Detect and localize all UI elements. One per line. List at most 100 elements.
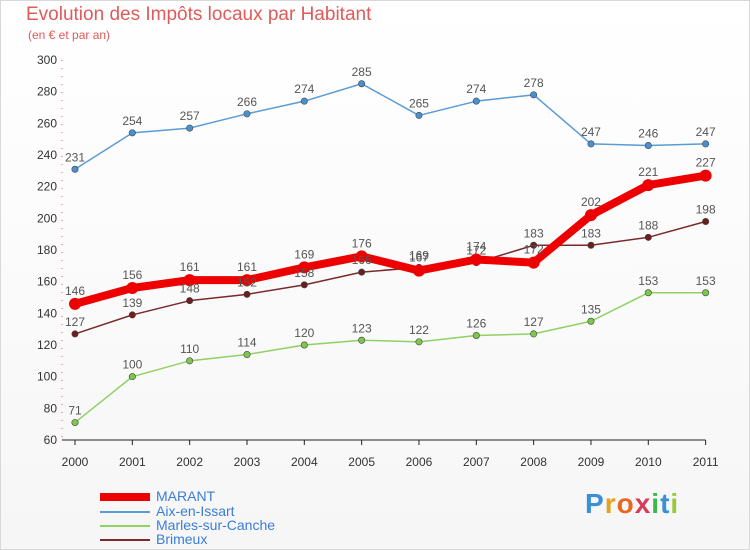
data-label-brimeux: 169 xyxy=(409,248,429,262)
data-label-brimeux: 198 xyxy=(696,203,716,217)
y-tick-label: 260 xyxy=(37,116,57,130)
series-line-brimeux xyxy=(74,220,707,335)
x-tick-label: 2009 xyxy=(578,455,605,469)
data-point-marles-sur-canche xyxy=(702,289,710,297)
data-label-marant: 227 xyxy=(696,156,716,170)
data-label-marles-sur-canche: 153 xyxy=(638,274,658,288)
chart-title: Evolution des Impôts locaux par Habitant xyxy=(26,4,372,25)
data-point-marles-sur-canche xyxy=(415,338,423,346)
x-tick-label: 2001 xyxy=(119,455,146,469)
data-label-marant: 146 xyxy=(65,284,85,298)
data-point-aix-en-issart xyxy=(243,110,251,118)
data-point-marant xyxy=(527,256,540,269)
data-point-marles-sur-canche xyxy=(243,350,251,358)
x-tick-label: 2004 xyxy=(291,455,318,469)
data-label-aix-en-issart: 254 xyxy=(122,114,142,128)
chart-subtitle: (en € et par an) xyxy=(28,28,111,42)
legend-item-aix-en-issart: Aix-en-Issart xyxy=(100,504,235,519)
x-tick-label: 2005 xyxy=(348,455,375,469)
data-point-aix-en-issart xyxy=(587,140,595,148)
data-point-brimeux xyxy=(186,297,194,305)
data-point-aix-en-issart xyxy=(300,97,308,105)
chart-axes: 60 80 100 120 140 160 180 200 220 240 260 280 300 200… xyxy=(37,53,719,469)
data-label-marant: 169 xyxy=(294,247,314,261)
data-point-marles-sur-canche xyxy=(530,330,538,338)
data-point-aix-en-issart xyxy=(415,111,423,119)
data-point-aix-en-issart xyxy=(644,142,652,150)
data-point-marles-sur-canche xyxy=(300,341,308,349)
data-point-marant xyxy=(355,250,368,263)
y-tick-label: 140 xyxy=(37,306,57,320)
data-label-brimeux: 166 xyxy=(352,253,372,267)
data-label-marles-sur-canche: 153 xyxy=(696,274,716,288)
data-point-aix-en-issart xyxy=(71,165,79,173)
data-label-aix-en-issart: 265 xyxy=(409,96,429,110)
data-label-marles-sur-canche: 126 xyxy=(466,317,486,331)
series-points xyxy=(69,80,712,427)
data-point-marant xyxy=(584,209,597,222)
y-tick-label: 120 xyxy=(37,338,57,352)
data-label-marant: 202 xyxy=(581,195,601,209)
data-label-aix-en-issart: 247 xyxy=(696,125,716,139)
y-tick-label: 180 xyxy=(37,243,57,257)
legend-label-marles-sur-canche: Marles-sur-Canche xyxy=(156,517,276,533)
data-point-marles-sur-canche xyxy=(644,289,652,297)
data-label-brimeux: 127 xyxy=(65,315,85,329)
data-label-marles-sur-canche: 114 xyxy=(237,336,256,350)
data-label-brimeux: 183 xyxy=(581,226,601,240)
data-point-marant xyxy=(699,169,712,182)
proxiti-logo: Proxiti xyxy=(585,488,680,519)
data-label-marant: 172 xyxy=(524,243,544,257)
data-label-marles-sur-canche: 110 xyxy=(180,342,199,356)
data-point-brimeux xyxy=(587,241,595,249)
data-point-marles-sur-canche xyxy=(358,336,366,344)
data-label-aix-en-issart: 247 xyxy=(581,125,601,139)
data-label-brimeux: 139 xyxy=(122,296,142,310)
y-tick-label: 160 xyxy=(37,275,57,289)
y-tick-label: 200 xyxy=(37,211,57,225)
data-point-brimeux xyxy=(702,218,710,226)
data-label-marant: 156 xyxy=(122,268,142,282)
data-point-marant xyxy=(642,179,655,192)
legend-swatch-marles-sur-canche xyxy=(100,524,150,527)
legend-item-marles-sur-canche: Marles-sur-Canche xyxy=(100,518,275,533)
series-line-aix-en-issart xyxy=(74,83,707,170)
data-label-brimeux: 148 xyxy=(180,282,200,296)
series-lines xyxy=(71,83,710,424)
legend-label-brimeux: Brimeux xyxy=(156,531,208,547)
data-point-marles-sur-canche xyxy=(587,317,595,325)
data-label-aix-en-issart: 257 xyxy=(180,109,200,123)
legend-label-aix-en-issart: Aix-en-Issart xyxy=(156,503,235,519)
data-label-aix-en-issart: 231 xyxy=(65,150,85,164)
data-point-marant xyxy=(470,253,483,266)
x-tick-label: 2003 xyxy=(234,455,261,469)
data-label-marles-sur-canche: 120 xyxy=(294,326,314,340)
data-point-marant xyxy=(69,297,81,310)
legend-label-marant: MARANT xyxy=(156,488,216,504)
data-point-marles-sur-canche xyxy=(472,331,480,339)
series-line-marant xyxy=(71,171,710,308)
data-point-marant xyxy=(240,274,253,287)
x-tick-label: 2002 xyxy=(176,455,203,469)
data-label-marles-sur-canche: 135 xyxy=(581,302,601,316)
legend-item-marant: MARANT xyxy=(100,489,215,504)
legend-item-brimeux: Brimeux xyxy=(100,532,207,547)
y-tick-label: 80 xyxy=(44,401,58,415)
data-label-brimeux: 188 xyxy=(638,218,658,232)
data-label-brimeux: 158 xyxy=(294,266,314,280)
data-label-brimeux: 183 xyxy=(524,226,544,240)
legend-swatch-marant xyxy=(100,492,150,501)
data-point-aix-en-issart xyxy=(358,80,366,88)
data-point-marant xyxy=(183,274,196,287)
data-label-aix-en-issart: 246 xyxy=(638,127,658,141)
data-point-brimeux xyxy=(243,290,251,298)
data-label-marant: 221 xyxy=(638,165,658,179)
data-label-marant: 161 xyxy=(180,260,200,274)
data-point-brimeux xyxy=(300,281,308,289)
data-point-brimeux xyxy=(530,241,538,249)
x-tick-label: 2010 xyxy=(635,455,662,469)
data-label-aix-en-issart: 278 xyxy=(524,76,544,90)
data-label-aix-en-issart: 285 xyxy=(352,65,372,79)
data-point-marant xyxy=(412,264,425,277)
